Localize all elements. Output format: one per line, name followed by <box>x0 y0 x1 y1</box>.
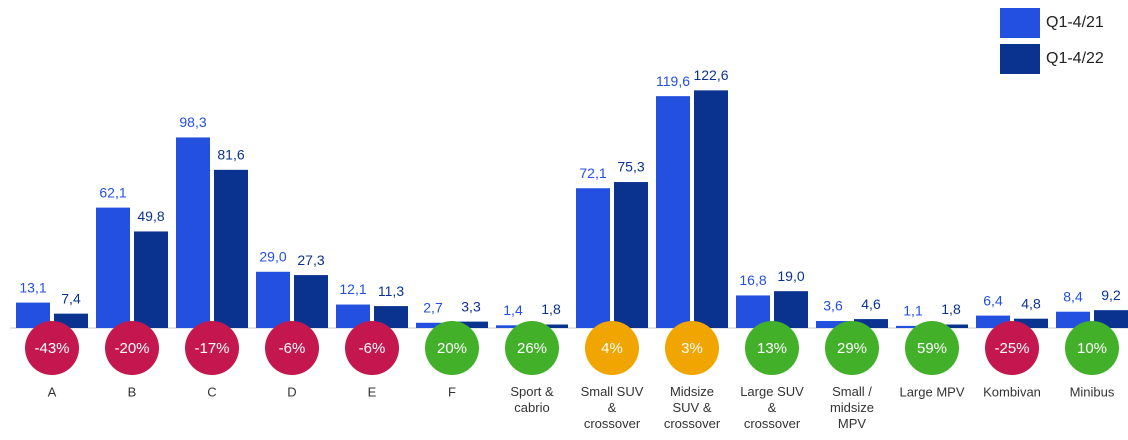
bar <box>374 306 408 328</box>
value-label: 119,6 <box>656 73 690 89</box>
change-badge <box>105 321 159 375</box>
change-badge <box>345 321 399 375</box>
bar <box>176 137 210 328</box>
change-badge <box>585 321 639 375</box>
value-label: 1,8 <box>541 301 561 317</box>
change-label: 59% <box>917 340 947 357</box>
change-label: -6% <box>279 340 306 357</box>
value-label: 1,4 <box>503 302 523 318</box>
bar <box>496 325 530 328</box>
x-tick-label: Sport & cabrio <box>510 384 554 415</box>
value-label: 72,1 <box>579 165 606 181</box>
change-badge <box>665 321 719 375</box>
change-label: -43% <box>34 340 69 357</box>
bar <box>454 321 488 328</box>
bar <box>134 231 168 328</box>
bar <box>854 319 888 328</box>
change-label: -17% <box>194 340 229 357</box>
change-badge <box>185 321 239 375</box>
value-label: 7,4 <box>61 290 81 306</box>
value-label: 29,0 <box>259 248 286 264</box>
value-label: 27,3 <box>297 252 324 268</box>
change-badge <box>825 321 879 375</box>
value-label: 3,3 <box>461 298 481 314</box>
value-label: 8,4 <box>1063 288 1083 304</box>
value-label: 3,6 <box>823 298 843 314</box>
change-badge <box>25 321 79 375</box>
change-label: 26% <box>517 340 547 357</box>
change-badge <box>905 321 959 375</box>
x-tick-label: C <box>207 384 216 399</box>
change-label: 3% <box>681 340 703 357</box>
value-label: 4,8 <box>1021 295 1041 311</box>
bar <box>416 322 450 328</box>
x-tick-label: Small SUV & crossover <box>581 384 644 431</box>
x-tick-label: Large MPV <box>899 384 964 399</box>
change-badge <box>745 321 799 375</box>
change-label: -20% <box>114 340 149 357</box>
legend-label: Q1-4/21 <box>1046 14 1104 31</box>
bar <box>816 321 850 328</box>
value-label: 12,1 <box>339 281 366 297</box>
value-label: 19,0 <box>777 268 804 284</box>
value-label: 49,8 <box>137 208 164 224</box>
value-label: 81,6 <box>217 147 244 163</box>
value-label: 4,6 <box>861 296 881 312</box>
bar <box>614 182 648 328</box>
bar <box>774 291 808 328</box>
value-label: 13,1 <box>19 279 46 295</box>
value-label: 1,8 <box>941 301 961 317</box>
bar <box>96 207 130 328</box>
x-tick-label: Small / midsize MPV <box>830 384 874 431</box>
legend-label: Q1-4/22 <box>1046 50 1104 67</box>
change-label: 10% <box>1077 340 1107 357</box>
change-label: 29% <box>837 340 867 357</box>
value-label: 1,1 <box>903 303 923 319</box>
x-tick-label: A <box>48 384 57 399</box>
value-label: 62,1 <box>99 184 126 200</box>
bar <box>934 324 968 328</box>
change-badge <box>1065 321 1119 375</box>
bar <box>896 325 930 328</box>
x-tick-label: E <box>368 384 377 399</box>
change-badge <box>985 321 1039 375</box>
bar <box>256 271 290 328</box>
value-label: 98,3 <box>179 114 206 130</box>
value-label: 122,6 <box>693 67 728 83</box>
change-badge <box>425 321 479 375</box>
value-label: 11,3 <box>378 283 404 299</box>
value-label: 6,4 <box>983 292 1003 308</box>
x-tick-label: Minibus <box>1070 384 1115 399</box>
x-tick-label: Large SUV & crossover <box>740 384 804 431</box>
change-label: 13% <box>757 340 787 357</box>
value-label: 16,8 <box>739 272 766 288</box>
bar <box>336 304 370 328</box>
bar <box>576 188 610 328</box>
change-label: -6% <box>359 340 386 357</box>
bar <box>694 90 728 329</box>
x-tick-label: B <box>128 384 137 399</box>
x-tick-label: Kombivan <box>983 384 1041 399</box>
value-label: 2,7 <box>423 299 443 315</box>
bar <box>656 96 690 328</box>
change-badge <box>505 321 559 375</box>
legend-swatch <box>1000 8 1040 38</box>
change-label: 4% <box>601 340 623 357</box>
change-badge <box>265 321 319 375</box>
x-tick-label: D <box>287 384 296 399</box>
x-tick-label: Midsize SUV & crossover <box>664 384 721 431</box>
legend-swatch <box>1000 44 1040 74</box>
bar <box>1014 318 1048 328</box>
change-label: 20% <box>437 340 467 357</box>
bar <box>534 324 568 328</box>
bar <box>294 275 328 328</box>
x-tick-label: F <box>448 384 456 399</box>
bar <box>214 169 248 328</box>
change-label: -25% <box>994 340 1029 357</box>
value-label: 75,3 <box>617 159 644 175</box>
value-label: 9,2 <box>1101 287 1121 303</box>
